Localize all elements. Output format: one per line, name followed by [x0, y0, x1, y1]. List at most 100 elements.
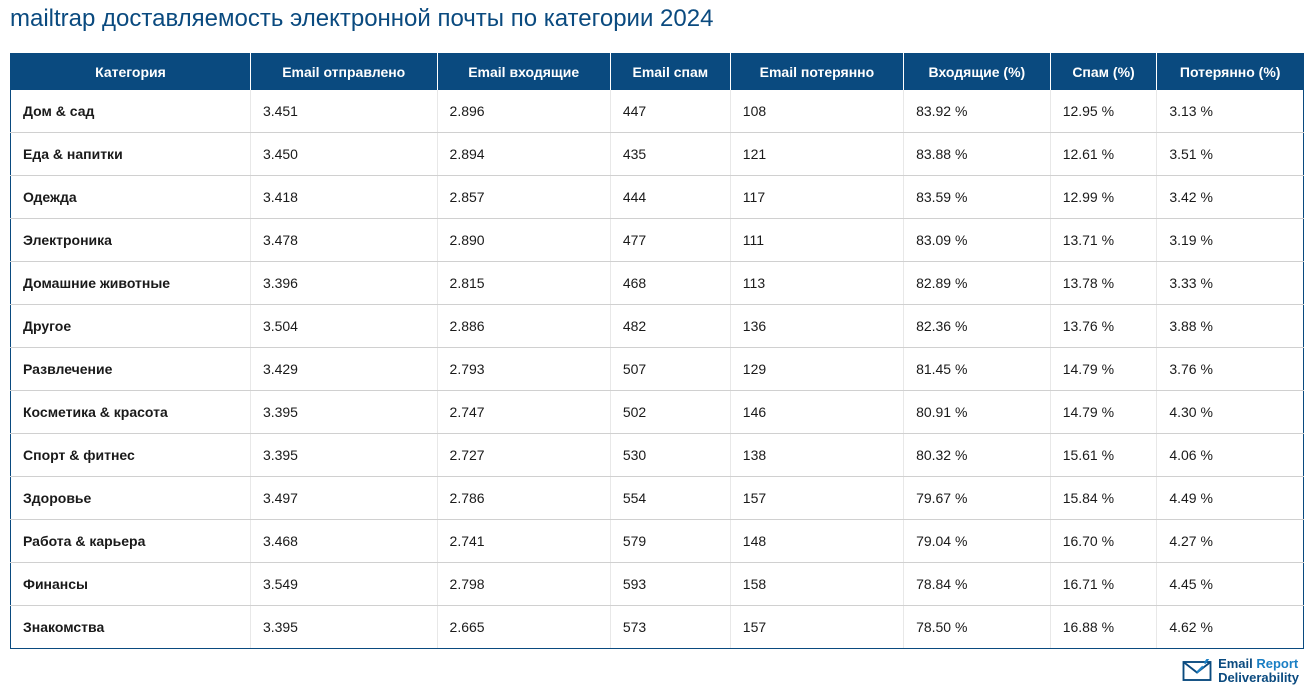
col-header-lost: Email потерянно	[730, 54, 903, 91]
cell-value: 14.79 %	[1050, 391, 1157, 434]
cell-value: 3.418	[250, 176, 437, 219]
cell-value: 2.747	[437, 391, 610, 434]
cell-value: 117	[730, 176, 903, 219]
cell-category: Здоровье	[11, 477, 251, 520]
cell-value: 3.13 %	[1157, 90, 1304, 133]
cell-value: 477	[610, 219, 730, 262]
cell-value: 2.665	[437, 606, 610, 649]
cell-value: 3.549	[250, 563, 437, 606]
cell-value: 83.92 %	[904, 90, 1051, 133]
cell-value: 2.886	[437, 305, 610, 348]
table-row: Знакомства3.3952.66557315778.50 %16.88 %…	[11, 606, 1304, 649]
cell-value: 3.33 %	[1157, 262, 1304, 305]
table-header-row: Категория Email отправлено Email входящи…	[11, 54, 1304, 91]
cell-category: Электроника	[11, 219, 251, 262]
cell-value: 129	[730, 348, 903, 391]
cell-value: 2.786	[437, 477, 610, 520]
cell-value: 4.27 %	[1157, 520, 1304, 563]
cell-value: 468	[610, 262, 730, 305]
cell-value: 482	[610, 305, 730, 348]
cell-value: 2.815	[437, 262, 610, 305]
cell-value: 593	[610, 563, 730, 606]
cell-value: 108	[730, 90, 903, 133]
cell-value: 2.896	[437, 90, 610, 133]
cell-value: 4.62 %	[1157, 606, 1304, 649]
cell-value: 447	[610, 90, 730, 133]
cell-category: Одежда	[11, 176, 251, 219]
col-header-lost-pct: Потерянно (%)	[1157, 54, 1304, 91]
cell-value: 157	[730, 477, 903, 520]
cell-category: Еда & напитки	[11, 133, 251, 176]
cell-value: 2.798	[437, 563, 610, 606]
cell-value: 146	[730, 391, 903, 434]
table-row: Работа & карьера3.4682.74157914879.04 %1…	[11, 520, 1304, 563]
cell-value: 113	[730, 262, 903, 305]
table-row: Косметика & красота3.3952.74750214680.91…	[11, 391, 1304, 434]
logo-line2: Deliverability	[1218, 671, 1299, 685]
table-row: Здоровье3.4972.78655415779.67 %15.84 %4.…	[11, 477, 1304, 520]
cell-value: 2.727	[437, 434, 610, 477]
table-row: Спорт & фитнес3.3952.72753013880.32 %15.…	[11, 434, 1304, 477]
cell-value: 2.890	[437, 219, 610, 262]
cell-value: 78.84 %	[904, 563, 1051, 606]
cell-value: 138	[730, 434, 903, 477]
cell-category: Работа & карьера	[11, 520, 251, 563]
cell-value: 158	[730, 563, 903, 606]
col-header-category: Категория	[11, 54, 251, 91]
cell-value: 16.70 %	[1050, 520, 1157, 563]
cell-value: 83.59 %	[904, 176, 1051, 219]
cell-value: 4.30 %	[1157, 391, 1304, 434]
cell-value: 80.32 %	[904, 434, 1051, 477]
cell-value: 3.478	[250, 219, 437, 262]
col-header-sent: Email отправлено	[250, 54, 437, 91]
cell-value: 82.89 %	[904, 262, 1051, 305]
table-row: Одежда3.4182.85744411783.59 %12.99 %3.42…	[11, 176, 1304, 219]
cell-category: Домашние животные	[11, 262, 251, 305]
cell-value: 2.741	[437, 520, 610, 563]
cell-value: 15.84 %	[1050, 477, 1157, 520]
logo-line1: Email Report	[1218, 657, 1299, 671]
cell-value: 157	[730, 606, 903, 649]
cell-value: 12.95 %	[1050, 90, 1157, 133]
cell-category: Дом & сад	[11, 90, 251, 133]
cell-value: 3.396	[250, 262, 437, 305]
cell-value: 2.894	[437, 133, 610, 176]
cell-value: 13.76 %	[1050, 305, 1157, 348]
cell-value: 2.793	[437, 348, 610, 391]
logo-word-email: Email	[1218, 656, 1253, 671]
cell-value: 4.49 %	[1157, 477, 1304, 520]
footer-logo: Email Report Deliverability	[10, 657, 1304, 686]
cell-value: 3.88 %	[1157, 305, 1304, 348]
cell-value: 78.50 %	[904, 606, 1051, 649]
cell-value: 79.67 %	[904, 477, 1051, 520]
cell-value: 111	[730, 219, 903, 262]
table-row: Домашние животные3.3962.81546811382.89 %…	[11, 262, 1304, 305]
table-row: Еда & напитки3.4502.89443512183.88 %12.6…	[11, 133, 1304, 176]
cell-value: 13.78 %	[1050, 262, 1157, 305]
cell-value: 12.61 %	[1050, 133, 1157, 176]
cell-category: Другое	[11, 305, 251, 348]
cell-value: 15.61 %	[1050, 434, 1157, 477]
cell-value: 82.36 %	[904, 305, 1051, 348]
page-title: mailtrap доставляемость электронной почт…	[10, 0, 1304, 33]
cell-value: 444	[610, 176, 730, 219]
cell-value: 3.19 %	[1157, 219, 1304, 262]
deliverability-table-wrapper: Категория Email отправлено Email входящи…	[10, 53, 1304, 649]
logo: Email Report Deliverability	[1182, 657, 1299, 686]
table-row: Дом & сад3.4512.89644710883.92 %12.95 %3…	[11, 90, 1304, 133]
cell-value: 3.497	[250, 477, 437, 520]
cell-value: 530	[610, 434, 730, 477]
cell-value: 3.395	[250, 391, 437, 434]
cell-value: 3.42 %	[1157, 176, 1304, 219]
cell-value: 435	[610, 133, 730, 176]
cell-value: 81.45 %	[904, 348, 1051, 391]
logo-word-report: Report	[1253, 656, 1299, 671]
col-header-spam: Email спам	[610, 54, 730, 91]
cell-value: 573	[610, 606, 730, 649]
cell-category: Косметика & красота	[11, 391, 251, 434]
cell-value: 502	[610, 391, 730, 434]
col-header-spam-pct: Спам (%)	[1050, 54, 1157, 91]
cell-value: 3.450	[250, 133, 437, 176]
cell-value: 3.51 %	[1157, 133, 1304, 176]
cell-value: 3.76 %	[1157, 348, 1304, 391]
